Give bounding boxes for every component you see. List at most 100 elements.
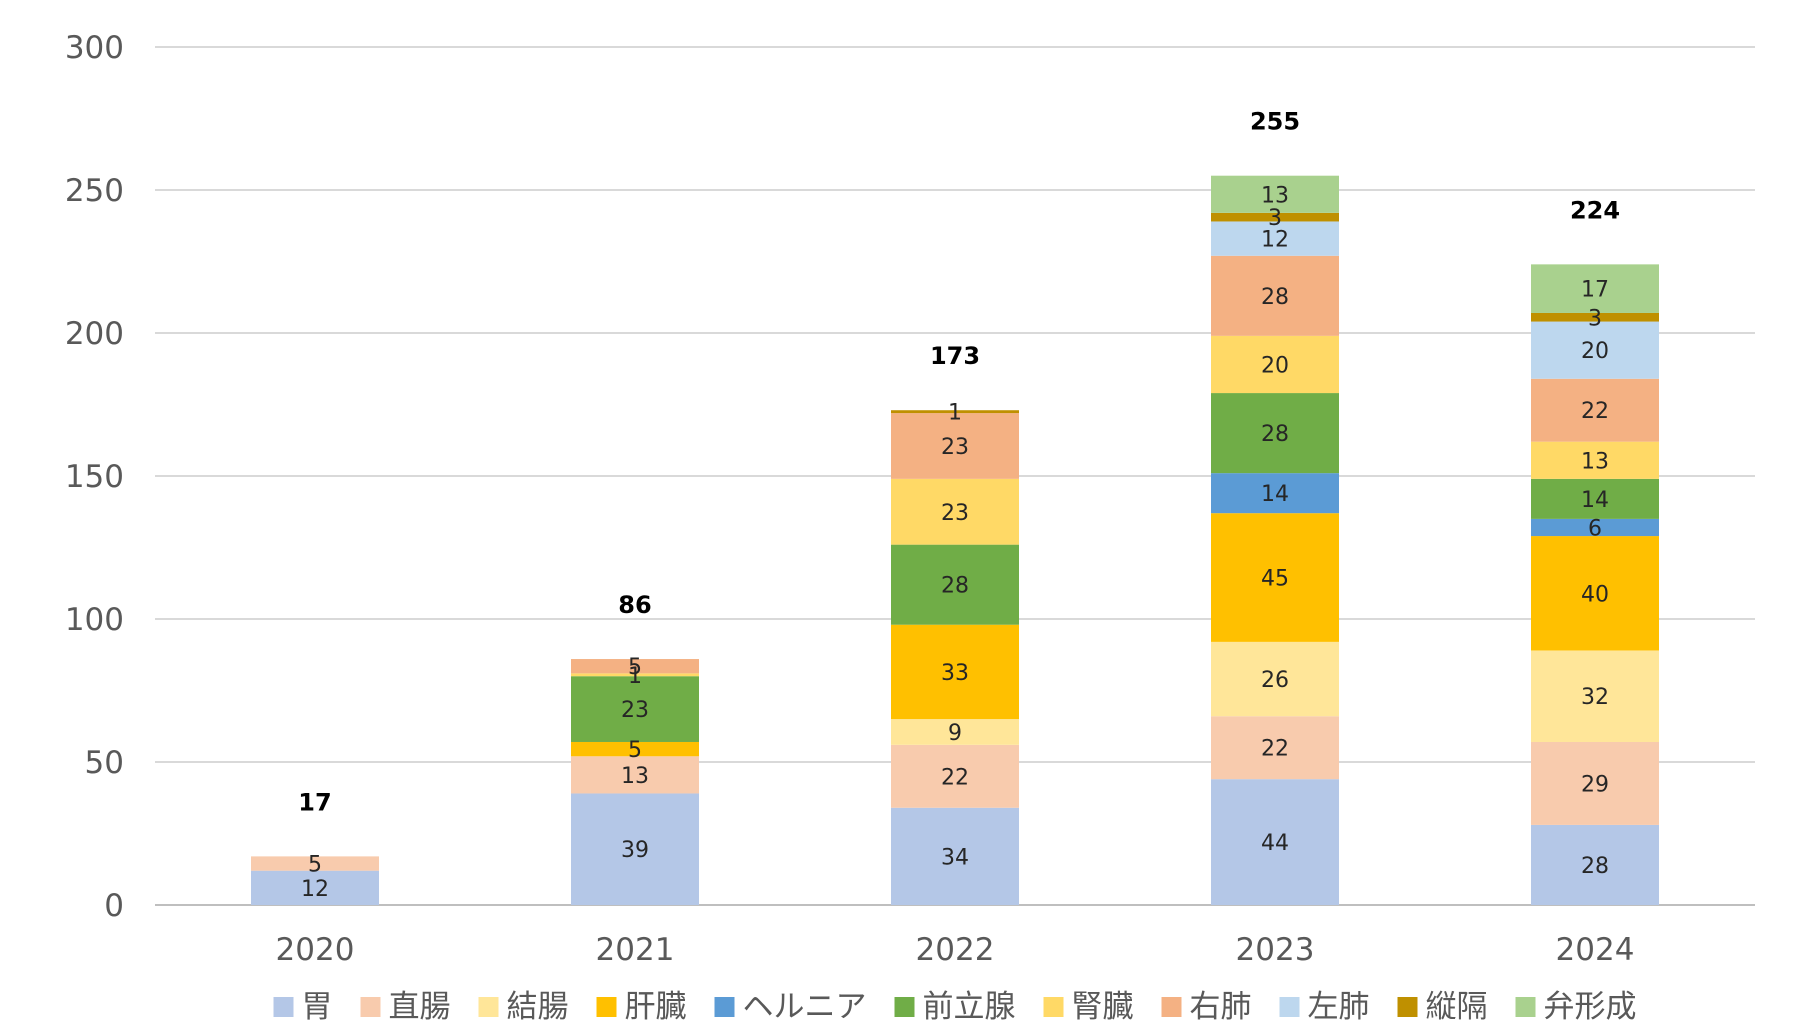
bar-segment xyxy=(1531,441,1659,479)
bar-segment xyxy=(571,659,699,674)
segment-value-label: 13 xyxy=(1581,449,1609,474)
bar-segment xyxy=(1531,378,1659,442)
bar-segment xyxy=(251,870,379,905)
bar-segment xyxy=(891,413,1019,479)
segment-value-label: 23 xyxy=(941,435,969,460)
legend-label: 左肺 xyxy=(1308,989,1370,1025)
y-tick-label: 300 xyxy=(65,30,124,66)
legend-swatch xyxy=(894,997,915,1017)
y-tick-label: 250 xyxy=(65,173,124,209)
bar-segment xyxy=(1531,824,1659,905)
legend-label: 前立腺 xyxy=(923,989,1016,1025)
segment-value-label: 17 xyxy=(1581,278,1609,303)
segment-value-label: 29 xyxy=(1581,772,1609,797)
legend-swatch xyxy=(596,997,617,1017)
bar-segment xyxy=(1531,741,1659,825)
bar-segment xyxy=(891,410,1019,414)
x-tick-label: 2024 xyxy=(1556,932,1635,968)
y-tick-label: 0 xyxy=(104,888,124,924)
legend-label: 胃 xyxy=(302,989,333,1025)
segment-value-label: 3 xyxy=(1588,306,1602,331)
segment-value-label: 1 xyxy=(628,664,642,689)
segment-value-label: 6 xyxy=(1588,516,1602,541)
legend-label: 腎臓 xyxy=(1072,989,1134,1025)
bar-segment xyxy=(571,793,699,905)
bar-segment xyxy=(1211,779,1339,905)
legend: 胃 直腸 結腸 肝臓 ヘルニア 前立腺 腎臓 右肺 左肺 縦隔 弁形成 xyxy=(273,989,1637,1025)
segment-value-label: 5 xyxy=(308,853,322,878)
segment-value-label: 32 xyxy=(1581,685,1609,710)
segment-value-label: 33 xyxy=(941,661,969,686)
segment-value-label: 28 xyxy=(1261,285,1289,310)
bar-segment xyxy=(1211,473,1339,514)
segment-value-label: 3 xyxy=(1268,206,1282,231)
segment-value-label: 13 xyxy=(1261,183,1289,208)
bar-segment xyxy=(571,756,699,794)
segment-value-label: 12 xyxy=(301,877,329,902)
legend-label: 弁形成 xyxy=(1544,989,1637,1025)
legend-item: 胃 xyxy=(273,989,333,1025)
data-labels: 1251739135231586342293328232311734422264… xyxy=(298,108,1620,902)
segment-value-label: 12 xyxy=(1261,228,1289,253)
legend-swatch xyxy=(478,997,499,1017)
bar-segment xyxy=(571,676,699,742)
total-label: 86 xyxy=(618,591,651,619)
bar-segment xyxy=(1211,641,1339,717)
segment-value-label: 13 xyxy=(621,764,649,789)
legend-swatch xyxy=(1161,997,1182,1017)
legend-item: 右肺 xyxy=(1161,989,1252,1025)
bar-segment xyxy=(1531,518,1659,537)
total-label: 224 xyxy=(1570,196,1620,224)
bar-segment xyxy=(891,807,1019,905)
bar-segment xyxy=(1531,321,1659,379)
y-tick-label: 150 xyxy=(65,459,124,495)
legend-item: 結腸 xyxy=(478,989,569,1025)
bar-segment xyxy=(251,856,379,871)
legend-swatch xyxy=(1397,997,1418,1017)
bar-segment xyxy=(1531,478,1659,519)
segment-value-label: 26 xyxy=(1261,668,1289,693)
y-tick-label: 200 xyxy=(65,316,124,352)
x-tick-label: 2022 xyxy=(916,932,995,968)
bar-segment xyxy=(1211,393,1339,474)
x-tick-label: 2023 xyxy=(1236,932,1315,968)
legend-item: 弁形成 xyxy=(1515,989,1637,1025)
legend-label: 直腸 xyxy=(389,989,451,1025)
segment-value-label: 20 xyxy=(1261,353,1289,378)
legend-item: 肝臓 xyxy=(596,989,687,1025)
legend-item: 左肺 xyxy=(1279,989,1370,1025)
x-tick-label: 2020 xyxy=(276,932,355,968)
legend-swatch xyxy=(273,997,294,1017)
bar-segment xyxy=(1211,335,1339,394)
bar-segment xyxy=(891,478,1019,545)
legend-label: 縦隔 xyxy=(1426,989,1488,1025)
segment-value-label: 20 xyxy=(1581,339,1609,364)
y-tick-label: 50 xyxy=(85,745,124,781)
segment-value-label: 5 xyxy=(628,655,642,680)
y-tick-label: 100 xyxy=(65,602,124,638)
bar-segment xyxy=(1211,255,1339,336)
bar-segment xyxy=(891,744,1019,808)
legend-label: 結腸 xyxy=(507,989,569,1025)
bar-segment xyxy=(571,741,699,757)
segment-value-label: 22 xyxy=(941,765,969,790)
segment-value-label: 5 xyxy=(628,738,642,763)
legend-swatch xyxy=(714,997,735,1017)
bar-segment xyxy=(891,544,1019,625)
bar-segment xyxy=(1531,312,1659,322)
legend-swatch xyxy=(1043,997,1064,1017)
legend-item: 腎臓 xyxy=(1043,989,1134,1025)
segment-value-label: 9 xyxy=(948,721,962,746)
bar-segment xyxy=(1211,212,1339,222)
bars xyxy=(251,175,1659,905)
segment-value-label: 23 xyxy=(621,698,649,723)
legend-swatch xyxy=(360,997,381,1017)
bar-segment xyxy=(1531,536,1659,651)
legend-label: ヘルニア xyxy=(743,989,867,1025)
bar-segment xyxy=(1531,264,1659,313)
segment-value-label: 44 xyxy=(1261,831,1289,856)
total-label: 17 xyxy=(298,788,331,816)
